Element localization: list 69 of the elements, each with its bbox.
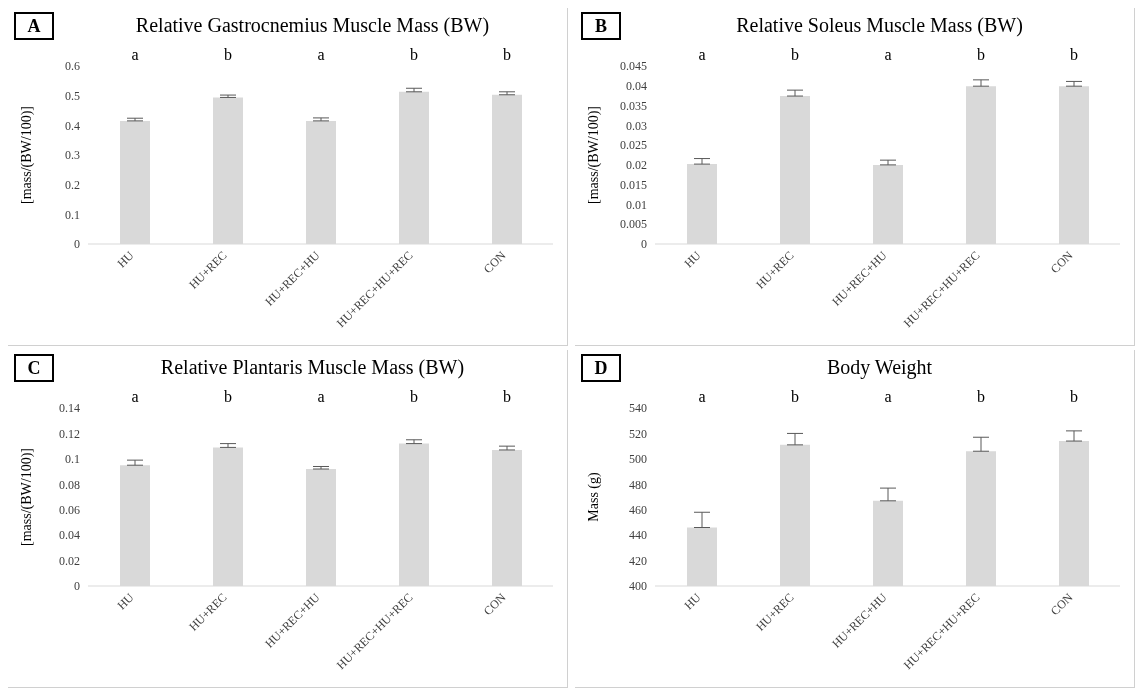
y-tick-label: 0.2 (65, 177, 80, 192)
y-tick-label: 0.5 (65, 88, 80, 103)
y-tick-label: 0.1 (65, 452, 80, 467)
text: b (791, 388, 799, 405)
text: a (131, 46, 139, 63)
y-tick-label: 0.015 (620, 177, 647, 192)
text: a (698, 46, 706, 63)
y-tick-label: 0.14 (59, 401, 80, 416)
text: a (317, 388, 325, 405)
y-tick-label: 520 (629, 426, 647, 441)
text: b (410, 388, 418, 405)
chart-title: Relative Soleus Muscle Mass (BW) (735, 14, 1024, 37)
y-tick-label: 0.025 (620, 138, 647, 153)
y-tick-label: 0 (74, 237, 80, 252)
text: B (581, 12, 621, 40)
x-tick-label: HU (681, 247, 704, 271)
y-tick-label: 0.01 (626, 197, 647, 212)
y-axis-title: [mass/(BW/100)] (18, 106, 35, 204)
y-tick-label: 0.04 (626, 79, 647, 94)
y-tick-label: 0.1 (65, 207, 80, 222)
y-tick-label: 0.08 (59, 477, 80, 492)
y-tick-label: 0 (641, 237, 647, 252)
text: b (503, 46, 511, 63)
text: b (791, 46, 799, 63)
y-tick-label: 0.035 (620, 98, 647, 113)
y-tick-label: 0.3 (65, 148, 80, 163)
chart-title: Body Weight (825, 356, 934, 379)
y-tick-label: 420 (629, 553, 647, 568)
text: b (1070, 46, 1078, 63)
text: b (977, 46, 985, 63)
y-tick-label: 0 (74, 579, 80, 594)
y-tick-label: 400 (629, 579, 647, 594)
y-tick-label: 480 (629, 477, 647, 492)
text: a (884, 388, 892, 405)
text: a (317, 46, 325, 63)
text: b (1070, 388, 1078, 405)
text: a (884, 46, 892, 63)
y-tick-label: 0.6 (65, 59, 80, 74)
y-tick-label: 0.03 (626, 118, 647, 133)
x-tick-label: HU (114, 247, 137, 271)
y-tick-label: 500 (629, 452, 647, 467)
y-tick-label: 0.045 (620, 59, 647, 74)
y-tick-label: 540 (629, 401, 647, 416)
y-tick-label: 0.04 (59, 528, 80, 543)
y-tick-label: 0.005 (620, 217, 647, 232)
text: D (581, 354, 621, 382)
y-tick-label: 0.12 (59, 426, 80, 441)
y-axis-title: [mass/(BW/100)] (585, 106, 602, 204)
text: b (224, 46, 232, 63)
text: b (224, 388, 232, 405)
y-tick-label: 440 (629, 528, 647, 543)
y-tick-label: 0.06 (59, 502, 80, 517)
chart-title: Relative Plantaris Muscle Mass (BW) (159, 356, 466, 379)
y-axis-title: [mass/(BW/100)] (18, 448, 35, 546)
y-tick-label: 0.02 (59, 553, 80, 568)
y-axis-title: Mass (g) (585, 471, 602, 522)
x-tick-label: HU (114, 589, 137, 613)
text: A (14, 12, 54, 40)
text: b (977, 388, 985, 405)
y-tick-label: 0.4 (65, 118, 80, 133)
text: b (410, 46, 418, 63)
x-tick-label: HU (681, 589, 704, 613)
text: C (14, 354, 54, 382)
y-tick-label: 0.02 (626, 158, 647, 173)
chart-title: Relative Gastrocnemius Muscle Mass (BW) (134, 14, 491, 37)
y-tick-label: 460 (629, 502, 647, 517)
text: a (131, 388, 139, 405)
text: a (698, 388, 706, 405)
text: b (503, 388, 511, 405)
